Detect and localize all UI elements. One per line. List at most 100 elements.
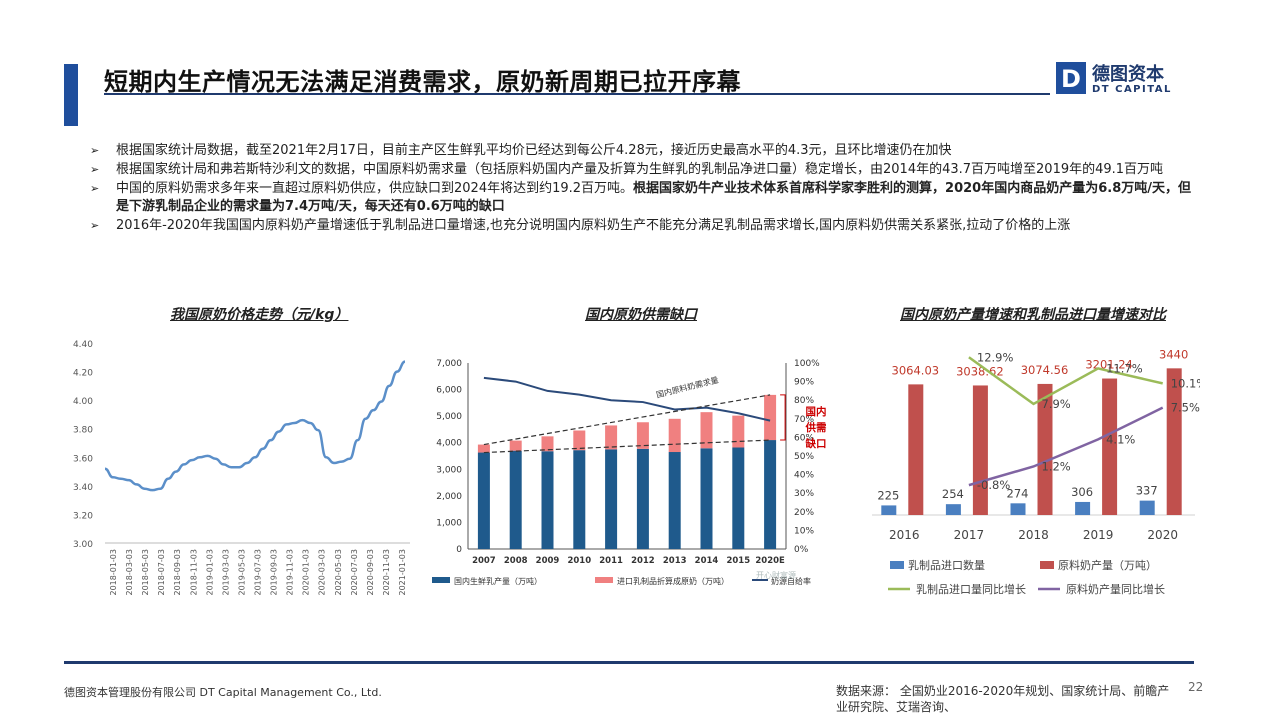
legend-swatch-raw [1040,561,1054,569]
import-equivalent-bar [573,430,586,451]
x-tick-label: 2018 [1018,528,1049,542]
y-tick-label: 7,000 [436,359,462,369]
bullet-text: 根据国家统计局数据，截至2021年2月17日，目前主产区生鲜乳平均价已经达到每公… [116,143,952,158]
y-tick-label: 1,000 [436,518,462,528]
import-growth-label: 11.7% [1106,361,1143,375]
title-divider [104,93,1050,95]
x-tick-label: 2020 [1147,528,1178,542]
y-tick-label: 3.00 [73,540,93,550]
demand-trend-line [483,394,771,446]
x-tick-label: 2020E [755,556,785,566]
logo-text-en: DT CAPITAL [1092,84,1172,95]
x-tick-label: 2007 [472,556,496,566]
gap-annotation-line: 供需 [805,421,827,434]
footer-divider [64,661,1194,664]
bullet-text: 中国的原料奶需求多年来一直超过原料奶供应，供应缺口到2024年将达到约19.2百… [116,181,634,196]
import-growth-line [968,356,1163,406]
raw-milk-bar [1102,378,1118,515]
logo-letter: D [1061,65,1081,93]
y-tick-label: 4.00 [73,397,93,407]
domestic-production-bar [668,452,681,549]
import-data-label: 225 [877,488,899,502]
domestic-production-bar [764,440,777,549]
import-equivalent-bar [477,444,490,453]
x-tick-label: 2010 [567,556,591,566]
x-tick-label: 2019-01-03 [205,549,214,596]
x-tick-label: 2021-01-03 [398,549,407,596]
gap-annotation-line: 国内 [806,405,827,418]
y-tick-label: 0 [456,545,462,555]
y-tick-label: 4.20 [73,369,93,379]
bullet-item: ➢ 根据国家统计局数据，截至2021年2月17日，目前主产区生鲜乳平均价已经达到每… [90,142,1200,160]
y2-tick-label: 30% [794,489,814,499]
x-tick-label: 2018-07-03 [157,549,166,596]
import-data-label: 337 [1136,484,1158,498]
footer-source: 数据来源： 全国奶业2016-2020年规划、国家统计局、前瞻产业研究院、艾瑞咨… [836,684,1170,714]
bullet-arrow-icon: ➢ [90,219,100,232]
x-tick-label: 2012 [631,556,655,566]
growth-comparison-chart: 2253064.0320162543038.6220172743074.5620… [872,347,1200,596]
legend-label: 乳制品进口数量 [908,559,985,572]
x-tick-label: 2019 [1083,528,1114,542]
import-equivalent-bar [732,415,745,448]
raw-data-label: 3074.56 [1021,363,1069,377]
y2-tick-label: 40% [794,471,814,481]
raw-growth-label: 7.5% [1171,401,1200,415]
x-tick-label: 2018-11-03 [189,549,198,596]
logo-text-cn: 德图资本 [1092,64,1164,85]
y2-tick-label: 90% [794,378,814,388]
raw-data-label: 3064.03 [892,363,940,377]
domestic-production-bar [700,448,713,549]
raw-growth-label: 4.1% [1106,432,1135,446]
domestic-production-bar [605,449,618,549]
y2-tick-label: 0% [794,545,809,555]
y2-tick-label: 80% [794,396,814,406]
import-quantity-bar [1010,503,1026,515]
y2-tick-label: 20% [794,508,814,518]
y-tick-label: 3.60 [73,454,93,464]
x-tick-label: 2018-03-03 [125,549,134,596]
y2-tick-label: 50% [794,452,814,462]
x-tick-label: 2009 [536,556,560,566]
legend-label: 国内生鲜乳产量（万吨） [454,576,542,586]
y2-tick-label: 60% [794,433,814,443]
bullet-text: 2016年-2020年我国国内原料奶产量增速低于乳制品进口量增速,也充分说明国内… [116,218,1071,233]
x-tick-label: 2019-07-03 [254,549,263,596]
x-tick-label: 2019-03-03 [221,549,230,596]
import-equivalent-bar [700,412,713,449]
import-quantity-bar [1075,501,1091,515]
import-equivalent-bar [764,394,777,441]
x-tick-label: 2018-01-03 [109,549,118,596]
legend-label: 进口乳制品折算成原奶（万吨） [617,576,729,586]
chart2-title: 国内原奶供需缺口 [585,307,697,323]
import-quantity-bar [881,505,897,515]
x-tick-label: 2019-09-03 [270,549,279,596]
bullet-item: ➢ 根据国家统计局和弗若斯特沙利文的数据，中国原料奶需求量（包括原料奶国内产量及折… [90,161,1200,179]
raw-milk-bar [972,385,988,515]
raw-milk-bar [908,384,924,515]
domestic-production-bar [732,447,745,549]
import-equivalent-bar [636,422,649,449]
import-equivalent-bar [668,418,681,453]
title-accent-bar [64,64,78,126]
raw-growth-label: 1.2% [1042,459,1071,473]
y-tick-label: 3,000 [436,465,462,475]
y-tick-label: 6,000 [436,386,462,396]
gap-annotation-line: 缺口 [805,437,827,450]
y-tick-label: 2,000 [436,492,462,502]
bullet-arrow-icon: ➢ [90,144,100,157]
gap-bracket [780,394,786,441]
y2-tick-label: 10% [794,526,814,536]
x-tick-label: 2020-09-03 [366,549,375,596]
legend-swatch-import [890,561,904,569]
page-number: 22 [1188,680,1204,694]
import-growth-label: 10.1% [1171,376,1200,390]
import-data-label: 274 [1007,486,1029,500]
raw-data-label: 3440 [1159,347,1188,361]
legend-swatch-domestic [432,577,450,583]
company-logo: D 德图资本 DT CAPITAL [1056,60,1186,100]
x-tick-label: 2020-01-03 [302,549,311,596]
x-tick-label: 2018-05-03 [141,549,150,596]
import-quantity-bar [945,504,961,515]
import-growth-label: 12.9% [977,350,1014,364]
